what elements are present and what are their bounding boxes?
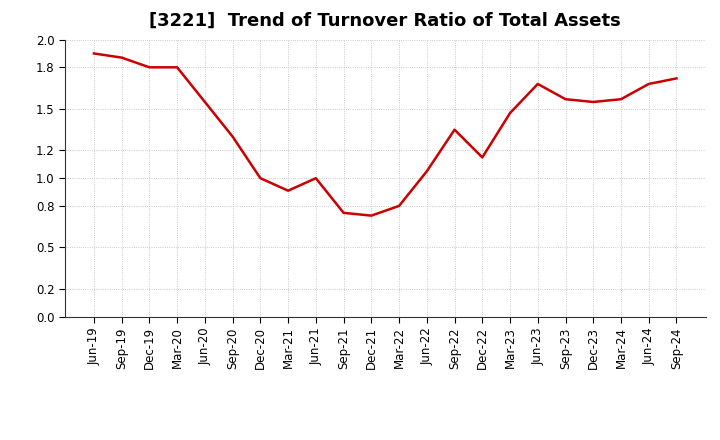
Title: [3221]  Trend of Turnover Ratio of Total Assets: [3221] Trend of Turnover Ratio of Total … [149,12,621,30]
